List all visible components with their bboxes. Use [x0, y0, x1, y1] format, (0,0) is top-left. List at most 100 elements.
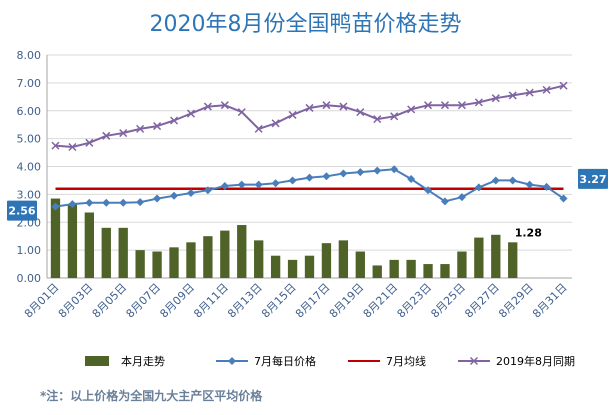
y-tick-label: 7.00 — [17, 77, 42, 90]
bar — [203, 236, 213, 278]
x-tick-label: 8月21日 — [361, 281, 401, 321]
x-tick-label: 8月05日 — [90, 281, 130, 321]
point-july-daily — [271, 179, 280, 188]
point-july-daily — [390, 165, 399, 174]
bar — [389, 259, 399, 278]
point-july-daily — [322, 172, 331, 181]
bar — [67, 204, 78, 278]
point-july-daily — [170, 191, 179, 200]
x-tick-label: 8月11日 — [191, 281, 231, 321]
point-2019 — [424, 101, 433, 110]
point-july-daily — [356, 168, 365, 177]
bar — [457, 251, 467, 278]
point-july-daily — [288, 176, 297, 185]
point-2019 — [491, 94, 500, 103]
point-july-daily — [51, 202, 60, 211]
legend-swatch — [85, 356, 109, 366]
point-july-daily — [508, 176, 517, 185]
point-2019 — [288, 110, 297, 119]
bar — [423, 264, 433, 278]
bar — [406, 259, 416, 278]
legend-marker — [228, 357, 236, 365]
bar — [321, 243, 332, 278]
point-2019 — [457, 101, 466, 110]
x-tick-label: 8月25日 — [428, 281, 468, 321]
point-july-daily — [424, 186, 433, 195]
point-2019 — [474, 98, 483, 107]
x-tick-label: 8月29日 — [496, 281, 536, 321]
bar — [491, 234, 501, 278]
bar — [186, 242, 196, 278]
point-july-daily — [220, 182, 229, 191]
y-tick-label: 1.00 — [17, 244, 42, 257]
legend-marker — [469, 356, 479, 366]
point-2019 — [51, 141, 60, 150]
point-2019 — [186, 109, 195, 118]
point-july-daily — [440, 197, 449, 206]
legend-label: 7月均线 — [386, 354, 426, 368]
bar — [84, 212, 94, 278]
point-july-daily — [525, 180, 534, 189]
bar — [254, 240, 264, 278]
point-2019 — [559, 81, 568, 90]
bar — [169, 247, 179, 278]
point-2019 — [271, 119, 280, 128]
point-july-daily — [457, 193, 466, 202]
point-july-daily — [102, 198, 111, 207]
point-july-daily — [136, 198, 145, 207]
x-tick-label: 8月15日 — [259, 281, 299, 321]
legend-label: 7月每日价格 — [254, 354, 316, 368]
point-july-daily — [491, 176, 500, 185]
point-july-daily — [153, 194, 162, 203]
bar — [101, 227, 111, 278]
x-tick-label: 8月13日 — [225, 281, 265, 321]
point-2019 — [542, 85, 551, 94]
x-tick-label: 8月19日 — [327, 281, 367, 321]
x-tick-label: 8月23日 — [395, 281, 435, 321]
bar — [338, 240, 349, 278]
point-july-daily — [339, 169, 348, 178]
data-label: 1.28 — [515, 226, 542, 239]
data-label: 2.56 — [8, 205, 35, 218]
bar — [474, 237, 484, 278]
y-tick-label: 6.00 — [17, 105, 42, 118]
point-2019 — [254, 124, 263, 133]
point-july-daily — [559, 194, 568, 203]
bar — [287, 259, 298, 278]
point-2019 — [136, 124, 145, 133]
point-july-daily — [237, 180, 246, 189]
bar — [440, 264, 450, 278]
point-july-daily — [254, 180, 263, 189]
bar — [152, 251, 162, 278]
point-2019 — [68, 142, 77, 152]
point-2019 — [85, 138, 94, 147]
legend-label: 本月走势 — [121, 354, 165, 368]
point-july-daily — [373, 166, 382, 175]
point-2019 — [339, 102, 348, 111]
data-callout — [7, 200, 37, 221]
data-label: 3.27 — [579, 173, 606, 186]
y-tick-label: 5.00 — [17, 133, 42, 146]
point-2019 — [525, 88, 534, 97]
point-2019 — [119, 129, 128, 138]
bar — [237, 225, 247, 278]
point-2019 — [203, 102, 212, 111]
point-2019 — [508, 91, 517, 100]
y-tick-label: 8.00 — [17, 49, 42, 62]
point-2019 — [373, 115, 382, 124]
point-2019 — [407, 105, 416, 114]
point-july-daily — [68, 200, 77, 209]
point-july-daily — [542, 182, 551, 191]
bar — [220, 230, 230, 278]
point-july-daily — [407, 175, 416, 184]
point-2019 — [322, 101, 331, 110]
bar — [355, 251, 365, 278]
data-callout — [578, 168, 608, 189]
bar — [135, 250, 145, 278]
point-2019 — [169, 116, 179, 125]
point-july-daily — [305, 173, 314, 182]
x-tick-label: 8月31日 — [530, 281, 570, 321]
point-2019 — [440, 101, 450, 110]
point-2019 — [220, 101, 229, 110]
